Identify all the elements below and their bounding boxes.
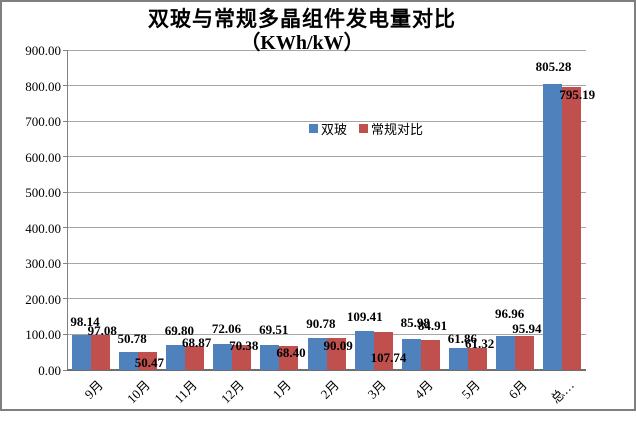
- chart-title-block: 双玻与常规多晶组件发电量对比 （KWh/kW）: [2, 7, 602, 55]
- data-label: 68.40: [276, 344, 306, 360]
- bar: [213, 344, 233, 370]
- y-axis-tick: [63, 191, 67, 193]
- y-tick-label: 100.00: [25, 327, 61, 343]
- bar: [184, 345, 204, 370]
- legend: 双玻 常规对比: [309, 119, 423, 138]
- y-tick-label: 600.00: [25, 149, 61, 165]
- y-axis-line: [67, 50, 68, 370]
- data-label: 84.91: [417, 317, 448, 333]
- data-label: 795.19: [559, 87, 596, 103]
- gridline: [67, 227, 586, 229]
- legend-label: 常规对比: [371, 122, 424, 137]
- y-tick-label: 400.00: [25, 220, 61, 236]
- y-tick-label: 0.00: [38, 363, 61, 378]
- data-label: 96.96: [494, 305, 525, 321]
- y-axis-tick: [63, 120, 67, 122]
- gridline: [67, 191, 586, 193]
- data-label: 70.38: [229, 337, 259, 353]
- data-label: 109.41: [346, 309, 383, 325]
- y-axis-tick: [63, 227, 67, 229]
- bar: [401, 339, 421, 370]
- legend-label: 双玻: [321, 122, 348, 137]
- data-label: 72.06: [211, 321, 242, 337]
- gridline: [67, 156, 586, 158]
- chart-subtitle: （KWh/kW）: [240, 32, 364, 54]
- data-label: 50.47: [134, 355, 165, 371]
- bar: [90, 335, 110, 370]
- bar: [326, 337, 346, 370]
- y-axis-tick: [63, 85, 67, 87]
- data-label: 85.98: [400, 315, 430, 331]
- data-label: 90.09: [323, 337, 353, 353]
- bar: [71, 335, 91, 370]
- legend-item-series-2: 常规对比: [359, 119, 423, 138]
- legend-item-series-1: 双玻: [309, 119, 347, 138]
- bar: [373, 331, 393, 370]
- data-label: 95.94: [512, 320, 542, 336]
- data-label: 97.08: [87, 323, 117, 339]
- legend-swatch-icon: [359, 124, 369, 133]
- data-label: 805.28: [535, 58, 572, 74]
- bar: [562, 87, 582, 370]
- y-axis-tick: [63, 333, 67, 335]
- data-label: 69.80: [164, 323, 194, 339]
- bar: [232, 344, 252, 370]
- data-label: 68.87: [181, 334, 212, 350]
- data-label: 107.74: [370, 349, 407, 365]
- y-tick-label: 800.00: [25, 78, 61, 94]
- data-label: 90.78: [306, 315, 336, 331]
- legend-swatch-icon: [309, 124, 318, 133]
- y-axis-tick: [63, 262, 67, 264]
- data-label: 61.32: [465, 336, 495, 352]
- gridline: [67, 120, 586, 122]
- y-axis-tick: [63, 49, 67, 51]
- plot-area: 900.00 800.00 700.00 600.00 500.00 400.00 300.…: [2, 2, 636, 424]
- y-tick-label: 200.00: [25, 291, 61, 307]
- y-tick-label: 900.00: [25, 43, 61, 58]
- bar: [279, 345, 299, 370]
- bar: [515, 335, 535, 370]
- y-axis-tick: [63, 298, 67, 300]
- bar: [260, 345, 280, 370]
- chart-title: 双玻与常规多晶组件发电量对比: [148, 7, 456, 31]
- bar: [420, 339, 440, 370]
- gridline: [67, 49, 586, 51]
- data-label: 98.14: [70, 314, 100, 330]
- y-tick-label: 700.00: [25, 114, 61, 130]
- data-label: 69.51: [259, 322, 289, 338]
- bar: [449, 348, 469, 370]
- gridline: [67, 333, 586, 335]
- bar: [118, 351, 138, 370]
- gridline: [67, 298, 586, 300]
- y-tick-label: 300.00: [25, 256, 61, 272]
- bar: [496, 335, 516, 370]
- data-label: 50.78: [117, 330, 147, 346]
- bar: [468, 348, 488, 370]
- bar: [165, 345, 185, 370]
- bar: [354, 331, 374, 370]
- data-label: 61.86: [447, 331, 478, 346]
- chart-frame: 双玻与常规多晶组件发电量对比 （KWh/kW） 900.00 800.00 700.…: [0, 0, 636, 411]
- bar: [543, 83, 563, 370]
- bar: [307, 337, 327, 370]
- x-axis-line: [67, 369, 586, 371]
- gridline: [67, 262, 586, 264]
- y-axis-tick: [63, 156, 67, 158]
- bar: [137, 352, 157, 370]
- y-axis-tick: [63, 369, 67, 371]
- gridline: [67, 85, 586, 87]
- y-tick-label: 500.00: [25, 185, 61, 201]
